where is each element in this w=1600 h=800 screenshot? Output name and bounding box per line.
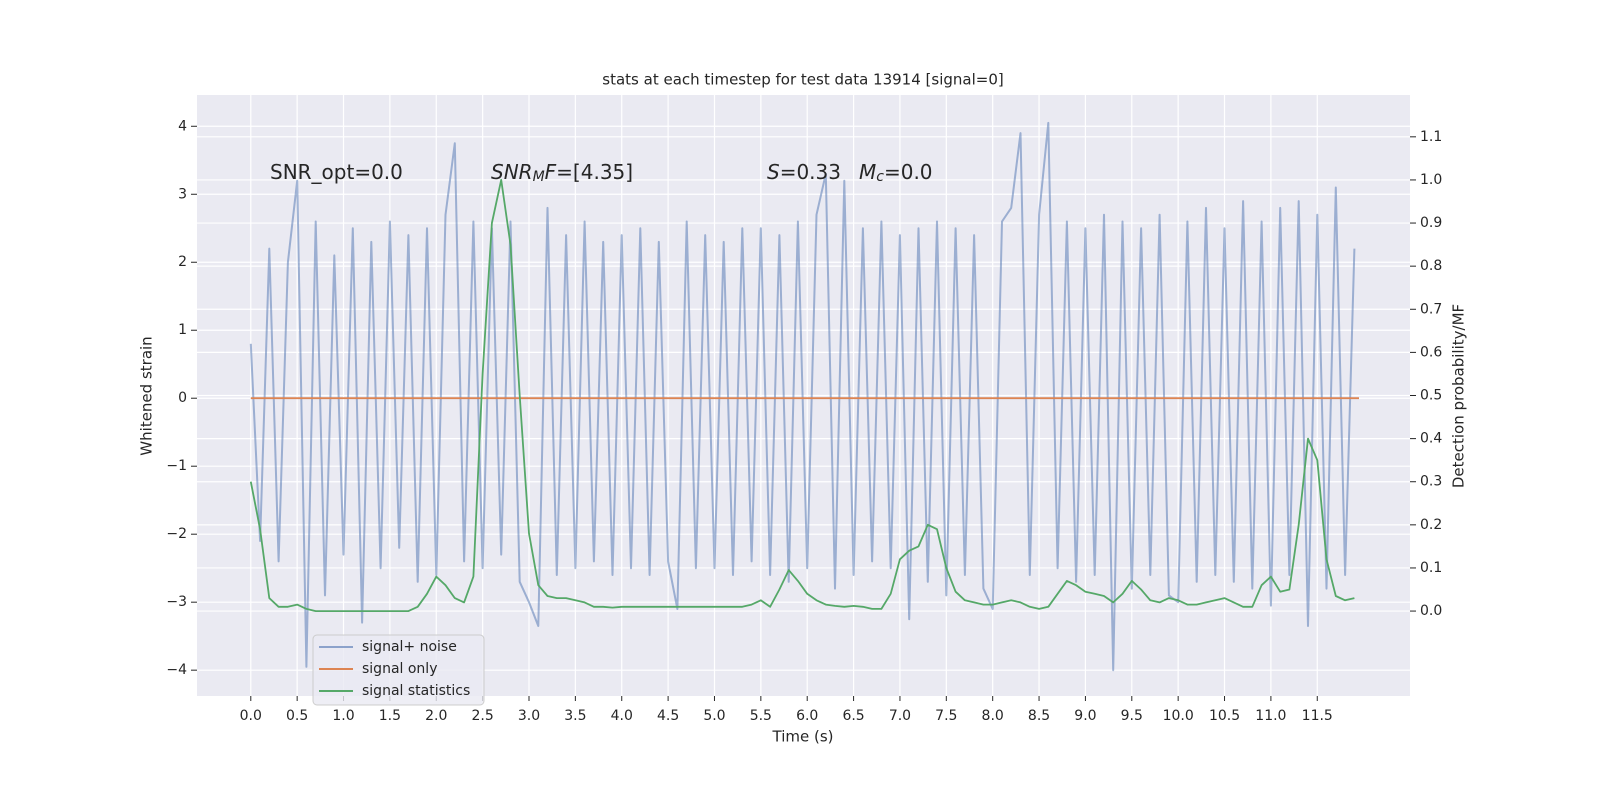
x-tick-label: 3.5 bbox=[564, 708, 586, 724]
annotation: S=0.33 bbox=[767, 160, 841, 184]
annotation-part: c bbox=[876, 169, 884, 185]
y-tick-label: 3 bbox=[178, 186, 187, 202]
annotation: Mc=0.0 bbox=[859, 160, 933, 186]
y2-tick-label: 0.1 bbox=[1420, 560, 1442, 576]
annotation-part: M bbox=[533, 169, 545, 185]
annotation-part: =0.33 bbox=[780, 160, 841, 184]
x-tick-label: 11.5 bbox=[1302, 708, 1333, 724]
y-tick-label: −1 bbox=[166, 458, 187, 474]
x-tick-label: 10.0 bbox=[1163, 708, 1194, 724]
y-tick-label: −2 bbox=[166, 526, 187, 542]
y2-tick-label: 0.4 bbox=[1420, 431, 1442, 447]
y-tick-label: 4 bbox=[178, 118, 187, 134]
x-tick-label: 11.0 bbox=[1255, 708, 1286, 724]
y2-tick-label: 0.5 bbox=[1420, 388, 1442, 404]
x-tick-label: 7.0 bbox=[889, 708, 911, 724]
legend-box bbox=[312, 634, 485, 706]
y2-tick-label: 0.9 bbox=[1420, 215, 1442, 231]
x-tick-label: 1.0 bbox=[332, 708, 354, 724]
y2-tick-label: 1.1 bbox=[1420, 129, 1442, 145]
x-tick-label: 7.5 bbox=[935, 708, 957, 724]
x-tick-label: 0.5 bbox=[286, 708, 308, 724]
x-tick-label: 5.0 bbox=[703, 708, 725, 724]
annotation-part: =[4.35] bbox=[556, 160, 633, 184]
annotation-part: SNR bbox=[491, 160, 533, 184]
y2-tick-label: 0.0 bbox=[1420, 603, 1442, 619]
y2-axis-label: Detection probability/MF bbox=[1450, 304, 1468, 488]
legend-label: signal+ noise bbox=[362, 639, 457, 655]
chart-title: stats at each timestep for test data 139… bbox=[602, 71, 1003, 89]
x-tick-label: 8.0 bbox=[982, 708, 1004, 724]
x-tick-label: 0.0 bbox=[240, 708, 262, 724]
x-tick-label: 8.5 bbox=[1028, 708, 1050, 724]
annotation-part: SNR_opt=0.0 bbox=[270, 160, 403, 184]
marks bbox=[249, 121, 1359, 672]
annotation-part: F bbox=[545, 160, 557, 184]
annotation-part: S bbox=[767, 160, 780, 184]
y2-tick-label: 0.7 bbox=[1420, 301, 1442, 317]
y2-tick-label: 0.2 bbox=[1420, 517, 1442, 533]
x-tick-label: 4.0 bbox=[611, 708, 633, 724]
y2-tick-label: 1.0 bbox=[1420, 172, 1442, 188]
x-tick-label: 4.5 bbox=[657, 708, 679, 724]
x-tick-label: 2.0 bbox=[425, 708, 447, 724]
y-axis-label: Whitened strain bbox=[138, 336, 156, 455]
y-tick-label: −4 bbox=[166, 662, 187, 678]
x-tick-label: 10.5 bbox=[1209, 708, 1240, 724]
y2-tick-label: 0.6 bbox=[1420, 344, 1442, 360]
y2-tick-label: 0.8 bbox=[1420, 258, 1442, 274]
series-line bbox=[249, 121, 1356, 672]
y2-tick-label: 0.3 bbox=[1420, 474, 1442, 490]
legend-label: signal statistics bbox=[362, 683, 470, 699]
y-tick-label: 2 bbox=[178, 254, 187, 270]
x-tick-label: 6.5 bbox=[842, 708, 864, 724]
annotation-part: =0.0 bbox=[884, 160, 933, 184]
series-line bbox=[249, 179, 1355, 612]
y-tick-label: 1 bbox=[178, 322, 187, 338]
annotation: SNRMF=[4.35] bbox=[491, 160, 633, 186]
annotation: SNR_opt=0.0 bbox=[270, 160, 403, 184]
x-tick-label: 9.5 bbox=[1121, 708, 1143, 724]
x-tick-label: 1.5 bbox=[379, 708, 401, 724]
x-tick-label: 2.5 bbox=[471, 708, 493, 724]
legend-label: signal only bbox=[362, 661, 437, 677]
y-tick-label: −3 bbox=[166, 594, 187, 610]
x-tick-label: 3.0 bbox=[518, 708, 540, 724]
x-tick-label: 6.0 bbox=[796, 708, 818, 724]
y-tick-label: 0 bbox=[178, 390, 187, 406]
x-tick-label: 5.5 bbox=[750, 708, 772, 724]
annotation-part: M bbox=[859, 160, 876, 184]
x-tick-label: 9.0 bbox=[1074, 708, 1096, 724]
x-axis-label: Time (s) bbox=[772, 728, 834, 746]
